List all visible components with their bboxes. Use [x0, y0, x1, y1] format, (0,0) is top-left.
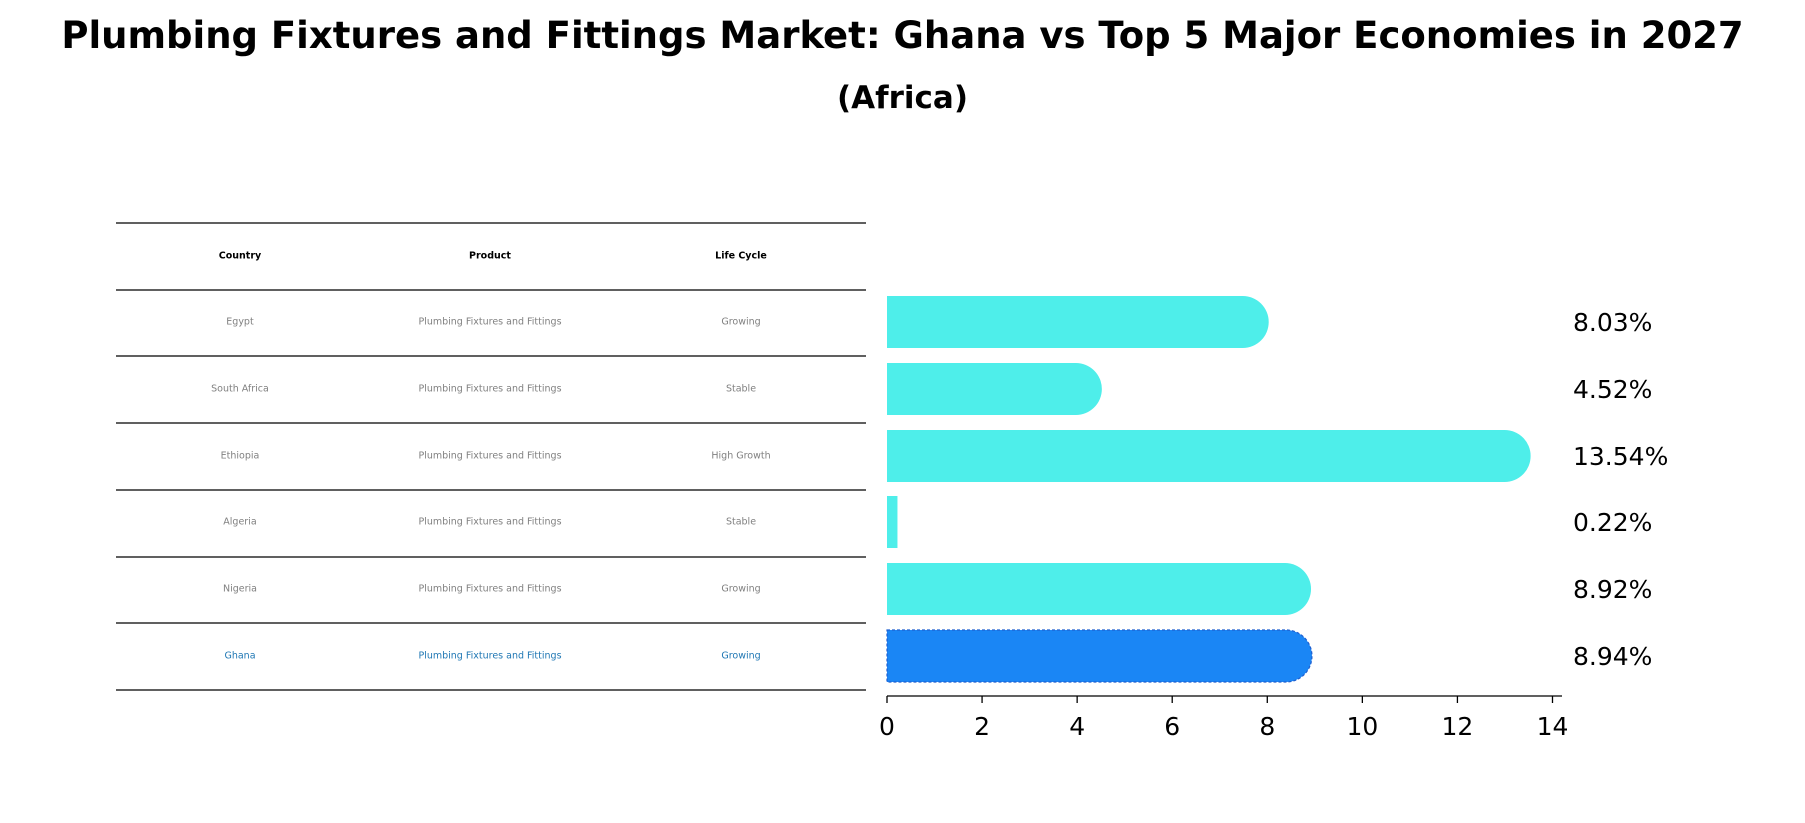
- bar-value-label: 0.22%: [1573, 508, 1652, 537]
- table-header-cell: Life Cycle: [715, 251, 767, 262]
- table-cell: Nigeria: [223, 584, 257, 595]
- bar-nigeria: [887, 563, 1312, 615]
- chart-subtitle: (Africa): [836, 80, 969, 116]
- table-cell: South Africa: [211, 384, 269, 395]
- table-cell: Growing: [721, 584, 760, 595]
- x-tick-label: 10: [1346, 712, 1378, 741]
- bar-value-label: 8.03%: [1573, 308, 1652, 337]
- x-tick-label: 6: [1164, 712, 1180, 741]
- x-axis: 0 2 4 6 8 10 12 14: [879, 695, 1569, 741]
- chart-title: Plumbing Fixtures and Fittings Market: G…: [61, 14, 1744, 57]
- bar-value-label: 4.52%: [1573, 375, 1652, 404]
- bar-value-label: 8.94%: [1573, 642, 1652, 671]
- bar-value-label: 13.54%: [1573, 442, 1668, 471]
- bar-egypt: [887, 296, 1269, 348]
- bar-ethiopia: [887, 430, 1531, 482]
- table-cell: Plumbing Fixtures and Fittings: [418, 384, 561, 395]
- x-tick-label: 12: [1442, 712, 1474, 741]
- table-cell: Stable: [726, 384, 756, 395]
- bar-highlight-ghana: [886, 629, 1313, 683]
- bar-south-africa: [887, 363, 1102, 415]
- x-tick-label: 0: [879, 712, 895, 741]
- table-cell-highlight: Plumbing Fixtures and Fittings: [418, 651, 561, 662]
- table-header-cell: Product: [469, 251, 511, 262]
- table-cell: Growing: [721, 317, 760, 328]
- table-cell: Ethiopia: [221, 451, 260, 462]
- x-tick-label: 14: [1537, 712, 1569, 741]
- table-cell-highlight: Growing: [721, 651, 760, 662]
- bar-value-label: 8.92%: [1573, 575, 1652, 604]
- table-cell: Egypt: [226, 317, 254, 328]
- table-cell: Plumbing Fixtures and Fittings: [418, 451, 561, 462]
- x-tick-label: 8: [1259, 712, 1275, 741]
- data-table: Country Product Life Cycle Egypt Plumbing Fi…: [116, 222, 866, 691]
- table-header-cell: Country: [219, 251, 262, 262]
- table-cell-highlight: Ghana: [224, 651, 255, 662]
- table-cell: High Growth: [711, 451, 770, 462]
- table-cell: Plumbing Fixtures and Fittings: [418, 317, 561, 328]
- x-tick-label: 4: [1069, 712, 1085, 741]
- table-cell: Plumbing Fixtures and Fittings: [418, 517, 561, 528]
- x-tick-label: 2: [974, 712, 990, 741]
- bar-series: 8.03% 4.52% 13.54% 0.22% 8.92% 8.94%: [886, 296, 1668, 683]
- table-cell: Algeria: [223, 517, 256, 528]
- bar-algeria: [887, 496, 898, 548]
- table-cell: Stable: [726, 517, 756, 528]
- table-cell: Plumbing Fixtures and Fittings: [418, 584, 561, 595]
